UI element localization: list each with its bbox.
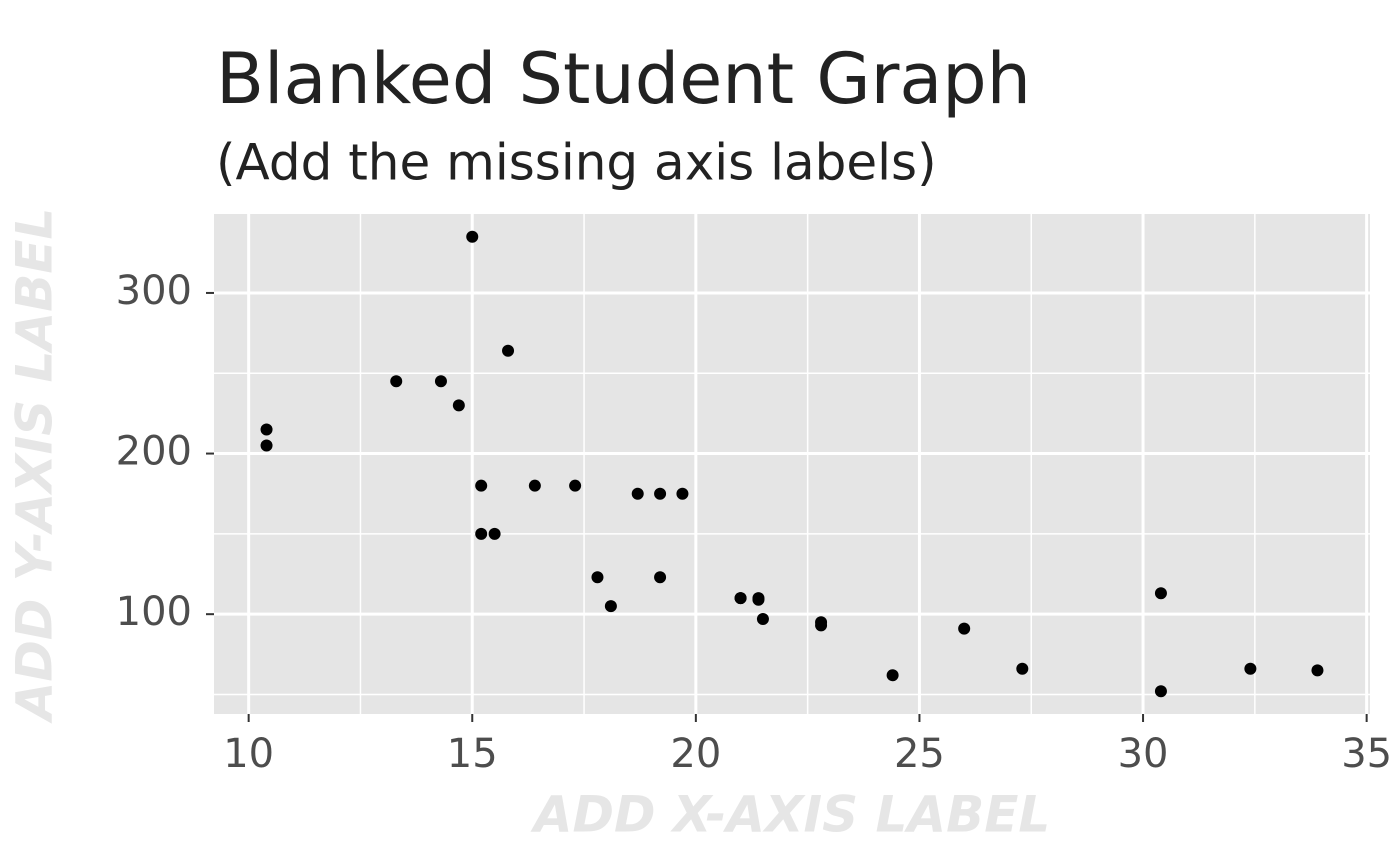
point: [1154, 587, 1167, 600]
point: [756, 612, 769, 625]
point: [475, 479, 488, 492]
x-tick-label: 10: [223, 731, 274, 777]
panel: [214, 214, 1370, 714]
point: [604, 600, 617, 613]
chart-title: Blanked Student Graph: [216, 38, 1031, 120]
point: [591, 571, 604, 584]
point: [654, 571, 667, 584]
x-tick-label: 35: [1341, 731, 1392, 777]
point: [654, 487, 667, 500]
y-tick-label: 200: [116, 429, 192, 475]
point: [1016, 662, 1029, 675]
point: [1154, 685, 1167, 698]
point: [502, 344, 515, 357]
point: [752, 593, 765, 606]
y-axis-label: ADD Y-AXIS LABEL: [6, 208, 64, 725]
point: [260, 423, 273, 436]
chart-subtitle: (Add the missing axis labels): [216, 134, 937, 192]
point: [958, 622, 971, 635]
x-tick-label: 20: [670, 731, 721, 777]
point: [1311, 664, 1324, 677]
x-tick-label: 30: [1118, 731, 1169, 777]
y-tick-label: 300: [116, 268, 192, 314]
x-tick-label: 25: [894, 731, 945, 777]
point: [260, 439, 273, 452]
point: [528, 479, 541, 492]
point: [886, 669, 899, 682]
point: [466, 230, 479, 243]
point: [631, 487, 644, 500]
point: [434, 375, 447, 388]
point: [1244, 662, 1257, 675]
point: [569, 479, 582, 492]
point: [488, 527, 501, 540]
y-tick-label: 100: [116, 589, 192, 635]
x-axis-label: ADD X-AXIS LABEL: [530, 786, 1050, 844]
point: [734, 592, 747, 605]
point: [452, 399, 465, 412]
x-tick-label: 15: [447, 731, 498, 777]
point: [815, 616, 828, 629]
point: [676, 487, 689, 500]
point: [390, 375, 403, 388]
point: [475, 527, 488, 540]
